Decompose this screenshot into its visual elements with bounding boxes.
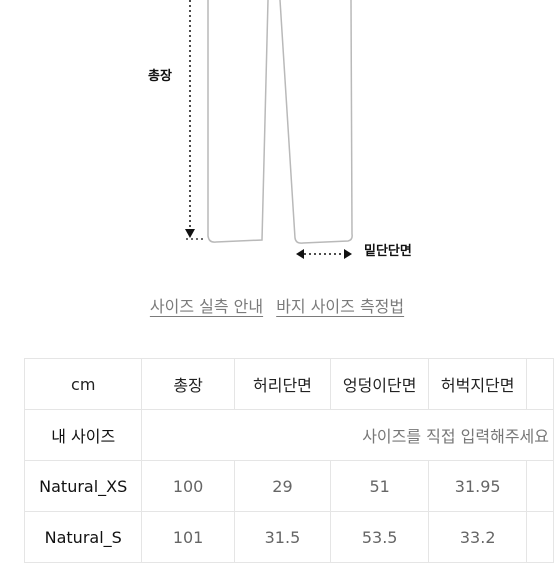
waist-cell: 31.5 <box>233 511 332 563</box>
hip-cell: 53.5 <box>330 511 430 563</box>
total-length-cell: 101 <box>141 511 235 563</box>
header-cell-overflow <box>526 358 554 410</box>
right-leg-outline <box>279 0 353 244</box>
size-guide-link[interactable]: 사이즈 실측 안내 <box>149 297 264 316</box>
hem-width-arrow <box>296 249 352 259</box>
header-cell-waist: 허리단면 <box>233 358 332 410</box>
measure-guide-link[interactable]: 바지 사이즈 측정법 <box>276 297 405 316</box>
guide-links: 사이즈 실측 안내 바지 사이즈 측정법 <box>0 293 554 317</box>
hem-width-label: 밑단단면 <box>364 244 412 259</box>
table-row: Natural_S 101 31.5 53.5 33.2 <box>23 511 554 563</box>
hip-cell: 51 <box>330 460 430 512</box>
thigh-cell: 33.2 <box>428 511 528 563</box>
overflow-cell <box>526 460 554 512</box>
pants-outline-illustration <box>185 0 353 259</box>
my-size-label: 내 사이즈 <box>23 409 143 461</box>
my-size-row: 내 사이즈 사이즈를 직접 입력해주세요 <box>23 409 554 461</box>
header-cell-total-length: 총장 <box>141 358 235 410</box>
thigh-cell: 31.95 <box>428 460 528 512</box>
left-leg-outline <box>207 0 269 243</box>
header-cell-unit: cm <box>23 358 143 410</box>
size-table: cm 총장 허리단면 엉덩이단면 허벅지단면 내 사이즈 사이즈를 직접 입력해… <box>23 358 554 563</box>
my-size-input[interactable]: 사이즈를 직접 입력해주세요 <box>141 409 554 461</box>
overflow-cell <box>526 511 554 563</box>
size-name-cell: Natural_S <box>23 511 143 563</box>
waist-cell: 29 <box>233 460 332 512</box>
header-cell-hip: 엉덩이단면 <box>330 358 430 410</box>
pants-measurement-diagram: 총장 밑단단면 <box>0 0 554 270</box>
total-length-arrow <box>185 0 206 240</box>
total-length-label: 총장 <box>148 69 172 84</box>
header-cell-thigh: 허벅지단면 <box>428 358 528 410</box>
table-row: Natural_XS 100 29 51 31.95 <box>23 460 554 512</box>
size-name-cell: Natural_XS <box>23 460 143 512</box>
total-length-cell: 100 <box>141 460 235 512</box>
size-table-container: cm 총장 허리단면 엉덩이단면 허벅지단면 내 사이즈 사이즈를 직접 입력해… <box>23 358 554 563</box>
table-header-row: cm 총장 허리단면 엉덩이단면 허벅지단면 <box>23 358 554 410</box>
